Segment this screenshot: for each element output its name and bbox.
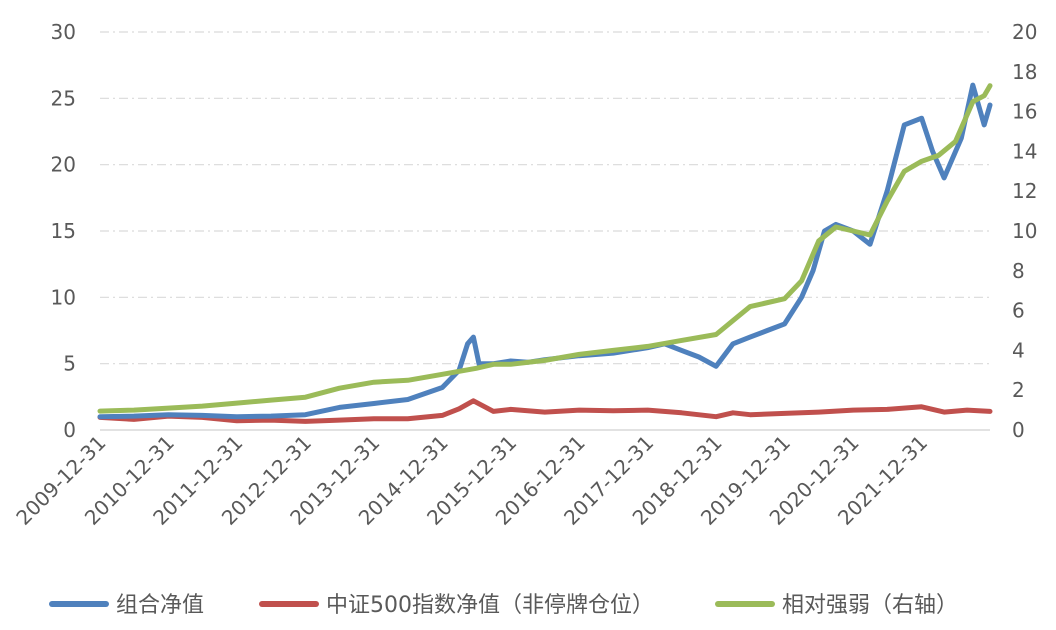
right-y-axis: 0 2 4 6 8 10 12 14 16 18 20 <box>1012 20 1037 442</box>
y-left-tick-label: 5 <box>63 352 76 376</box>
series-line-3 <box>97 83 993 414</box>
legend: 组合净值 中证500指数净值（非停牌仓位） 相对强弱（右轴） <box>49 593 958 618</box>
y-right-tick-label: 6 <box>1012 299 1025 323</box>
y-left-tick-label: 15 <box>51 219 76 243</box>
y-left-tick-label: 30 <box>51 20 76 44</box>
y-right-tick-label: 8 <box>1012 259 1025 283</box>
series-lines <box>97 82 993 424</box>
y-right-tick-label: 16 <box>1012 100 1037 124</box>
y-right-tick-label: 18 <box>1012 60 1037 84</box>
legend-label-3: 相对强弱（右轴） <box>782 593 958 618</box>
legend-label-2: 中证500指数净值（非停牌仓位） <box>326 593 654 618</box>
y-left-tick-label: 10 <box>51 285 76 309</box>
y-right-tick-label: 2 <box>1012 378 1025 402</box>
y-right-tick-label: 12 <box>1012 179 1037 203</box>
series-line-1 <box>97 82 993 420</box>
y-left-tick-label: 0 <box>63 418 76 442</box>
series-line-2 <box>97 398 993 424</box>
y-right-tick-label: 14 <box>1012 139 1037 163</box>
y-right-tick-label: 10 <box>1012 219 1037 243</box>
y-right-tick-label: 0 <box>1012 418 1025 442</box>
y-right-tick-label: 20 <box>1012 20 1037 44</box>
y-left-tick-label: 20 <box>51 153 76 177</box>
left-y-axis: 0 5 10 15 20 25 30 <box>51 20 76 442</box>
legend-label-1: 组合净值 <box>116 593 204 618</box>
y-right-tick-label: 4 <box>1012 338 1025 362</box>
y-left-tick-label: 25 <box>51 86 76 110</box>
x-axis: 2009-12-312010-12-312011-12-312012-12-31… <box>11 431 932 530</box>
gridlines <box>100 31 990 365</box>
